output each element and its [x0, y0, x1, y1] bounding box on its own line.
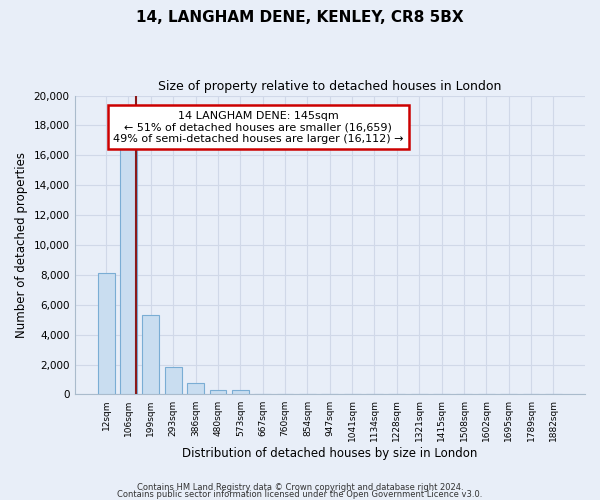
- Text: 14 LANGHAM DENE: 145sqm
← 51% of detached houses are smaller (16,659)
49% of sem: 14 LANGHAM DENE: 145sqm ← 51% of detache…: [113, 110, 404, 144]
- Text: Contains HM Land Registry data © Crown copyright and database right 2024.: Contains HM Land Registry data © Crown c…: [137, 484, 463, 492]
- Text: 14, LANGHAM DENE, KENLEY, CR8 5BX: 14, LANGHAM DENE, KENLEY, CR8 5BX: [136, 10, 464, 25]
- Y-axis label: Number of detached properties: Number of detached properties: [15, 152, 28, 338]
- Bar: [142, 315, 159, 394]
- Bar: [187, 382, 204, 394]
- Title: Size of property relative to detached houses in London: Size of property relative to detached ho…: [158, 80, 502, 93]
- X-axis label: Distribution of detached houses by size in London: Distribution of detached houses by size …: [182, 447, 478, 460]
- Bar: [232, 390, 249, 394]
- Bar: [165, 367, 182, 394]
- Text: Contains public sector information licensed under the Open Government Licence v3: Contains public sector information licen…: [118, 490, 482, 499]
- Bar: [120, 146, 137, 394]
- Bar: [209, 390, 226, 394]
- Bar: [98, 272, 115, 394]
